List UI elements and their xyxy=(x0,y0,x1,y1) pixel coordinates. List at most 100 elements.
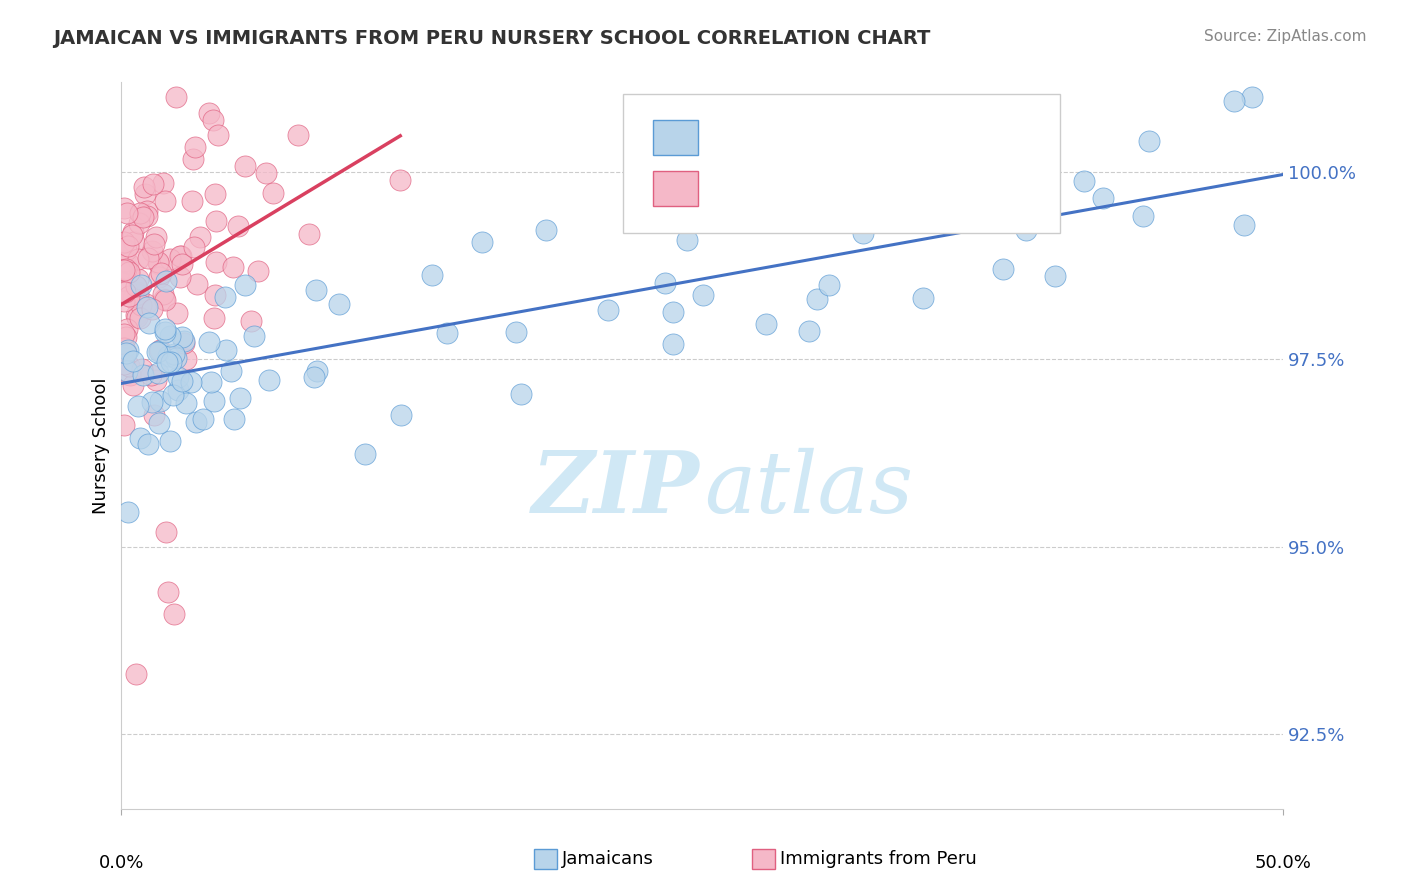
Point xyxy=(127,400,149,414)
Point xyxy=(141,301,163,316)
Point xyxy=(122,291,145,305)
Point xyxy=(302,369,325,384)
Point xyxy=(117,239,139,253)
Point xyxy=(806,292,828,306)
Point xyxy=(180,375,202,389)
Point xyxy=(149,266,172,280)
Point xyxy=(193,411,215,425)
Point xyxy=(262,186,284,200)
Point xyxy=(152,292,174,306)
Point xyxy=(183,240,205,254)
Point xyxy=(165,90,187,104)
Point xyxy=(205,214,228,228)
Point xyxy=(205,255,228,269)
Text: N = 105: N = 105 xyxy=(900,173,980,192)
Point xyxy=(143,409,166,423)
Point xyxy=(200,376,222,390)
Point xyxy=(146,345,169,359)
Point xyxy=(112,202,135,216)
Point xyxy=(112,263,135,277)
Point xyxy=(115,262,138,277)
Point xyxy=(214,290,236,304)
Point xyxy=(122,235,145,250)
Point xyxy=(122,225,145,239)
Point xyxy=(173,334,195,348)
Point xyxy=(117,256,139,270)
Point xyxy=(117,322,139,336)
Point xyxy=(115,345,138,359)
Point xyxy=(155,274,177,288)
Point xyxy=(188,230,211,244)
Point xyxy=(818,277,841,292)
Point xyxy=(298,227,321,241)
Point xyxy=(198,105,221,120)
Point xyxy=(134,179,156,194)
Point xyxy=(661,336,683,351)
Point xyxy=(226,219,249,233)
Point xyxy=(153,322,176,336)
Point xyxy=(170,330,193,344)
Point xyxy=(115,346,138,360)
Point xyxy=(287,128,309,143)
Point xyxy=(112,262,135,277)
Point xyxy=(204,288,226,302)
Point xyxy=(1015,222,1038,236)
Point xyxy=(160,355,183,369)
Point xyxy=(155,524,177,539)
Point xyxy=(153,325,176,339)
Point xyxy=(115,206,138,220)
Point xyxy=(112,293,135,308)
Point xyxy=(131,361,153,376)
Point xyxy=(127,272,149,286)
Point xyxy=(148,344,170,359)
Point xyxy=(1137,134,1160,148)
Point xyxy=(117,262,139,277)
Point xyxy=(157,584,180,599)
Point xyxy=(118,359,141,373)
Point xyxy=(148,343,170,358)
Point xyxy=(142,236,165,251)
FancyBboxPatch shape xyxy=(623,95,1060,233)
Text: Jamaicans: Jamaicans xyxy=(562,850,654,868)
Point xyxy=(235,159,257,173)
Point xyxy=(153,293,176,307)
Point xyxy=(139,368,162,383)
Point xyxy=(912,291,935,305)
Point xyxy=(170,374,193,388)
Point xyxy=(148,416,170,430)
Point xyxy=(157,349,180,363)
Point xyxy=(1233,218,1256,232)
Point xyxy=(1223,94,1246,108)
Point xyxy=(115,364,138,378)
Point xyxy=(654,277,676,291)
Point xyxy=(118,289,141,303)
Point xyxy=(125,308,148,322)
Point xyxy=(170,257,193,271)
Point xyxy=(692,288,714,302)
Point xyxy=(240,313,263,327)
Point xyxy=(224,411,246,425)
Text: 0.0%: 0.0% xyxy=(98,855,145,872)
Point xyxy=(202,112,225,127)
Point xyxy=(1241,90,1264,104)
Point xyxy=(254,166,277,180)
Point xyxy=(328,296,350,310)
Text: R = 0.395: R = 0.395 xyxy=(720,122,818,141)
Point xyxy=(202,394,225,409)
Point xyxy=(114,285,136,300)
Point xyxy=(184,415,207,429)
Point xyxy=(510,386,533,401)
Point xyxy=(159,329,181,343)
Text: Source: ZipAtlas.com: Source: ZipAtlas.com xyxy=(1204,29,1367,44)
Point xyxy=(229,391,252,405)
Point xyxy=(169,270,191,285)
Point xyxy=(389,173,412,187)
Point xyxy=(174,395,197,409)
Point xyxy=(114,254,136,268)
Point xyxy=(1092,191,1115,205)
Point xyxy=(115,283,138,297)
Point xyxy=(166,306,188,320)
Point xyxy=(112,418,135,433)
Point xyxy=(159,434,181,448)
Point xyxy=(152,176,174,190)
